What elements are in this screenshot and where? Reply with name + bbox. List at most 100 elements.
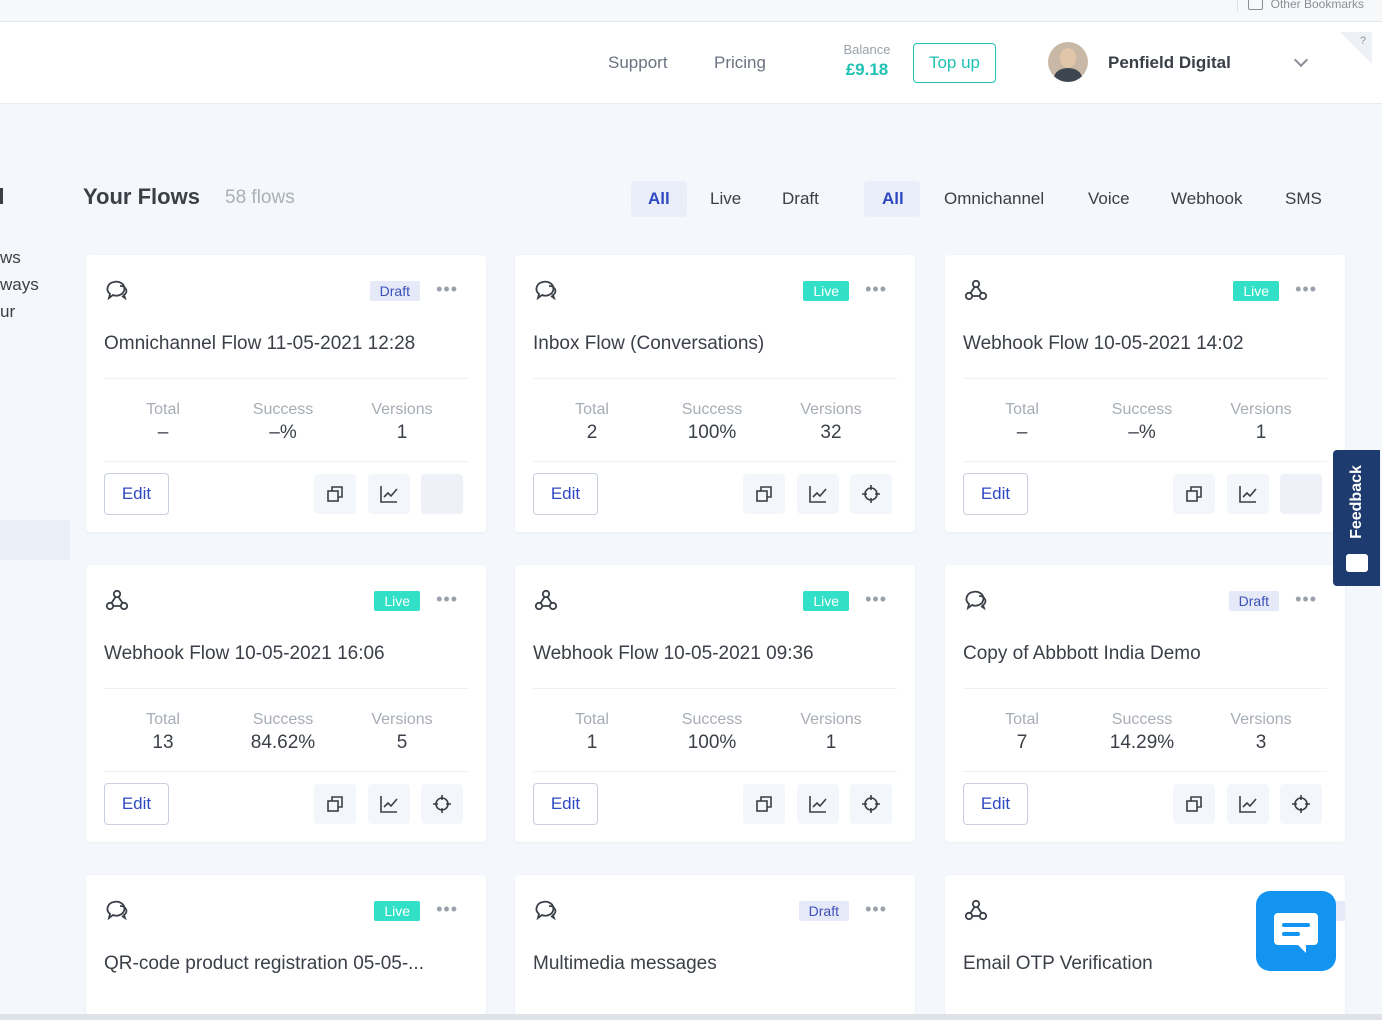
- analytics-icon[interactable]: [368, 784, 410, 824]
- edit-button[interactable]: Edit: [963, 473, 1028, 515]
- divider: [533, 771, 897, 772]
- flow-card[interactable]: Draft ••• Omnichannel Flow 11-05-2021 12:2…: [86, 255, 486, 532]
- stat-versions: Versions 1: [800, 711, 862, 753]
- flow-title[interactable]: Webhook Flow 10-05-2021 14:02: [963, 333, 1244, 354]
- divider: [104, 771, 468, 772]
- status-badge: Draft: [369, 281, 420, 301]
- support-link[interactable]: Support: [608, 53, 668, 72]
- analytics-icon[interactable]: [1227, 784, 1269, 824]
- edit-button[interactable]: Edit: [533, 473, 598, 515]
- status-badge: Live: [803, 281, 849, 301]
- more-options-icon[interactable]: •••: [1295, 279, 1317, 299]
- analytics-icon[interactable]: [797, 474, 839, 514]
- more-options-icon[interactable]: •••: [436, 899, 458, 919]
- analytics-icon[interactable]: [1227, 474, 1269, 514]
- webhook-icon: [533, 587, 559, 613]
- stat-success: Success –%: [1111, 401, 1173, 443]
- stat-total: Total 13: [146, 711, 180, 753]
- flow-title[interactable]: Multimedia messages: [533, 953, 717, 974]
- duplicate-icon[interactable]: [1173, 784, 1215, 824]
- sidebar-fragment[interactable]: ways: [0, 275, 39, 294]
- filter-type-all[interactable]: All: [882, 189, 904, 208]
- balance-value: £9.18: [845, 60, 889, 79]
- stat-success: Success –%: [252, 401, 314, 443]
- stat-success: Success 100%: [681, 401, 743, 443]
- target-icon[interactable]: [1280, 784, 1322, 824]
- filter-status-all[interactable]: All: [648, 189, 670, 208]
- analytics-icon[interactable]: [368, 474, 410, 514]
- pricing-link[interactable]: Pricing: [714, 53, 766, 72]
- omnichannel-icon: [104, 897, 130, 923]
- filter-status-draft[interactable]: Draft: [782, 189, 819, 208]
- flow-card[interactable]: Draft ••• Multimedia messages: [515, 875, 915, 1015]
- edit-button[interactable]: Edit: [104, 783, 169, 825]
- flows-count: 58 flows: [225, 187, 295, 208]
- stat-success: Success 84.62%: [250, 711, 316, 753]
- target-icon[interactable]: [421, 784, 463, 824]
- sidebar-fragment[interactable]: ur: [0, 302, 16, 321]
- more-options-icon[interactable]: •••: [1295, 589, 1317, 609]
- omnichannel-icon: [104, 277, 130, 303]
- more-options-icon[interactable]: •••: [865, 899, 887, 919]
- help-corner[interactable]: ?: [1340, 32, 1372, 64]
- sidebar-fragment-bar: [0, 188, 3, 204]
- target-icon[interactable]: [1280, 474, 1322, 514]
- status-badge: Draft: [798, 901, 849, 921]
- stat-total: Total 1: [575, 711, 609, 753]
- divider: [104, 461, 468, 462]
- more-options-icon[interactable]: •••: [436, 279, 458, 299]
- more-options-icon[interactable]: •••: [865, 279, 887, 299]
- target-icon[interactable]: [850, 784, 892, 824]
- flow-title[interactable]: QR-code product registration 05-05-...: [104, 953, 424, 974]
- flow-card[interactable]: Live ••• QR-code product registration 05-0…: [86, 875, 486, 1015]
- sidebar-fragment[interactable]: ws: [0, 248, 21, 267]
- stat-success: Success 14.29%: [1109, 711, 1175, 753]
- flow-card[interactable]: Draft ••• Copy of Abbbott India Demo Total 7…: [945, 565, 1345, 842]
- flow-card[interactable]: Live ••• Webhook Flow 10-05-2021 16:06 Tota…: [86, 565, 486, 842]
- flow-title[interactable]: Omnichannel Flow 11-05-2021 12:28: [104, 333, 416, 354]
- chat-launcher-button[interactable]: [1256, 891, 1336, 971]
- target-icon[interactable]: [850, 474, 892, 514]
- feedback-tab[interactable]: Feedback: [1333, 450, 1380, 586]
- flow-card[interactable]: Live ••• Webhook Flow 10-05-2021 14:02 Tota…: [945, 255, 1345, 532]
- edit-button[interactable]: Edit: [533, 783, 598, 825]
- webhook-icon: [963, 277, 989, 303]
- stat-total: Total 2: [575, 401, 609, 443]
- flow-card[interactable]: Live ••• Webhook Flow 10-05-2021 09:36 Tota…: [515, 565, 915, 842]
- flow-card[interactable]: Live ••• Inbox Flow (Conversations) Total 2 S…: [515, 255, 915, 532]
- target-icon[interactable]: [421, 474, 463, 514]
- duplicate-icon[interactable]: [743, 784, 785, 824]
- feedback-label: Feedback: [1347, 465, 1365, 539]
- filter-type-sms[interactable]: SMS: [1285, 189, 1322, 208]
- flow-title[interactable]: Inbox Flow (Conversations): [533, 333, 765, 354]
- filter-type-omnichannel[interactable]: Omnichannel: [944, 189, 1045, 208]
- duplicate-icon[interactable]: [743, 474, 785, 514]
- more-options-icon[interactable]: •••: [865, 589, 887, 609]
- divider: [963, 688, 1327, 689]
- flow-title[interactable]: Webhook Flow 10-05-2021 09:36: [533, 643, 814, 664]
- stat-success: Success 100%: [681, 711, 743, 753]
- duplicate-icon[interactable]: [314, 784, 356, 824]
- analytics-icon[interactable]: [797, 784, 839, 824]
- divider: [104, 378, 468, 379]
- flow-title[interactable]: Webhook Flow 10-05-2021 16:06: [104, 643, 385, 664]
- status-badge: Live: [803, 591, 849, 611]
- more-options-icon[interactable]: •••: [436, 589, 458, 609]
- flow-title[interactable]: Copy of Abbbott India Demo: [963, 643, 1201, 664]
- account-name[interactable]: Penfield Digital: [1108, 53, 1231, 72]
- edit-button[interactable]: Edit: [963, 783, 1028, 825]
- status-badge: Draft: [1228, 591, 1279, 611]
- top-up-button[interactable]: Top up: [913, 43, 996, 83]
- duplicate-icon[interactable]: [314, 474, 356, 514]
- avatar[interactable]: [1048, 42, 1088, 82]
- filter-type-voice[interactable]: Voice: [1088, 189, 1130, 208]
- duplicate-icon[interactable]: [1173, 474, 1215, 514]
- stat-versions: Versions 1: [371, 401, 433, 443]
- other-bookmarks[interactable]: Other Bookmarks: [1236, 0, 1364, 11]
- divider: [963, 378, 1327, 379]
- webhook-icon: [963, 897, 989, 923]
- filter-type-webhook[interactable]: Webhook: [1171, 189, 1243, 208]
- edit-button[interactable]: Edit: [104, 473, 169, 515]
- chevron-down-icon[interactable]: [1293, 52, 1309, 68]
- filter-status-live[interactable]: Live: [710, 189, 742, 208]
